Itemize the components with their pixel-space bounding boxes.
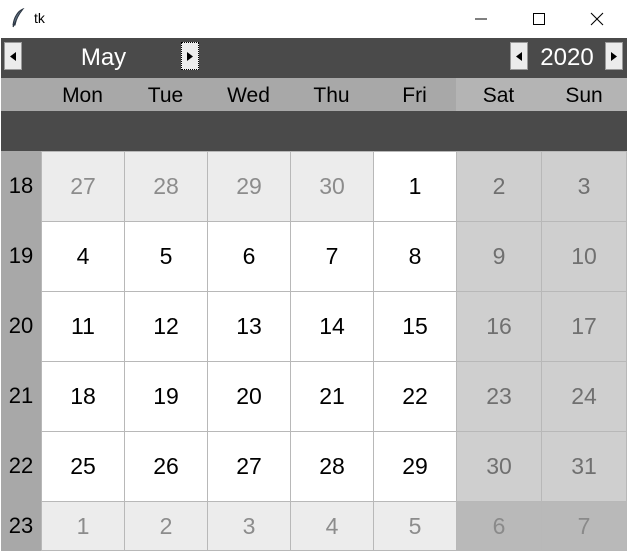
day-cell[interactable]: 9 <box>456 221 542 292</box>
day-cell[interactable]: 20 <box>207 361 291 432</box>
window-title: tk <box>34 10 45 26</box>
arrow-left-icon <box>516 52 522 61</box>
day-cell[interactable]: 2 <box>456 151 542 222</box>
day-cell[interactable]: 25 <box>41 431 125 502</box>
day-header-fri: Fri <box>373 78 456 111</box>
day-cell[interactable]: 31 <box>541 431 627 502</box>
day-cell[interactable]: 22 <box>373 361 457 432</box>
arrow-right-icon <box>611 52 617 61</box>
day-cell[interactable]: 6 <box>456 501 542 551</box>
day-header-thu: Thu <box>290 78 373 111</box>
calendar-header: May 2020 <box>1 38 627 78</box>
day-cell[interactable]: 2 <box>124 501 208 551</box>
day-cell[interactable]: 26 <box>124 431 208 502</box>
day-cell[interactable]: 14 <box>290 291 374 362</box>
day-cell[interactable]: 21 <box>290 361 374 432</box>
day-cell[interactable]: 17 <box>541 291 627 362</box>
arrow-left-icon <box>10 52 16 61</box>
day-cell[interactable]: 29 <box>207 151 291 222</box>
arrow-right-icon <box>187 52 193 61</box>
month-label: May <box>80 44 127 71</box>
year-label: 2020 <box>540 44 594 71</box>
day-cell[interactable]: 6 <box>207 221 291 292</box>
day-cell[interactable]: 13 <box>207 291 291 362</box>
feather-icon <box>12 8 25 28</box>
day-cell[interactable]: 3 <box>541 151 627 222</box>
maximize-button[interactable] <box>510 0 568 38</box>
day-cell[interactable]: 30 <box>290 151 374 222</box>
day-cell[interactable]: 8 <box>373 221 457 292</box>
day-cell[interactable]: 5 <box>373 501 457 551</box>
week-number: 21 <box>1 361 41 431</box>
day-cell[interactable]: 28 <box>290 431 374 502</box>
day-cell[interactable]: 1 <box>373 151 457 222</box>
week-number: 22 <box>1 431 41 501</box>
day-cell[interactable]: 7 <box>290 221 374 292</box>
day-cell[interactable]: 23 <box>456 361 542 432</box>
day-cell[interactable]: 28 <box>124 151 208 222</box>
day-cell[interactable]: 30 <box>456 431 542 502</box>
week-number: 18 <box>1 151 41 221</box>
next-year-button[interactable] <box>605 42 623 70</box>
day-cell[interactable]: 15 <box>373 291 457 362</box>
day-cell[interactable]: 27 <box>207 431 291 502</box>
week-number: 19 <box>1 221 41 291</box>
day-cell[interactable]: 7 <box>541 501 627 551</box>
calendar-widget: May 2020 Mon Tue Wed Thu Fri Sat Sun 18 … <box>1 38 627 551</box>
week-number: 20 <box>1 291 41 361</box>
day-header-sun: Sun <box>541 78 627 111</box>
day-header-wed: Wed <box>207 78 290 111</box>
day-cell[interactable]: 27 <box>41 151 125 222</box>
close-icon <box>590 12 604 26</box>
day-cell[interactable]: 29 <box>373 431 457 502</box>
week-number: 23 <box>1 501 41 551</box>
day-header-mon: Mon <box>41 78 124 111</box>
day-header-tue: Tue <box>124 78 207 111</box>
day-cell[interactable]: 19 <box>124 361 208 432</box>
day-cell[interactable]: 5 <box>124 221 208 292</box>
grid-corner <box>1 78 41 111</box>
day-cell[interactable]: 12 <box>124 291 208 362</box>
maximize-icon <box>533 13 545 25</box>
next-month-button[interactable] <box>181 42 199 70</box>
minimize-button[interactable] <box>452 0 510 38</box>
day-cell[interactable]: 1 <box>41 501 125 551</box>
minimize-icon <box>475 18 487 20</box>
day-cell[interactable]: 3 <box>207 501 291 551</box>
calendar-grid: Mon Tue Wed Thu Fri Sat Sun 18 27 28 29 … <box>1 78 627 551</box>
day-cell[interactable]: 16 <box>456 291 542 362</box>
day-cell[interactable]: 18 <box>41 361 125 432</box>
day-cell[interactable]: 4 <box>41 221 125 292</box>
day-cell[interactable]: 4 <box>290 501 374 551</box>
day-cell[interactable]: 11 <box>41 291 125 362</box>
day-cell[interactable]: 24 <box>541 361 627 432</box>
prev-year-button[interactable] <box>510 42 528 70</box>
prev-month-button[interactable] <box>4 42 22 70</box>
day-cell[interactable]: 10 <box>541 221 627 292</box>
day-header-sat: Sat <box>456 78 541 111</box>
title-bar: tk <box>0 0 628 38</box>
close-button[interactable] <box>568 0 626 38</box>
